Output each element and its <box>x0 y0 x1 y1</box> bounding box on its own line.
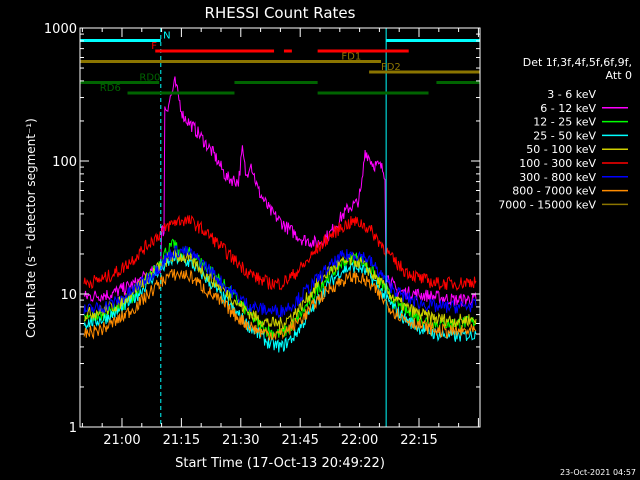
y-axis: 1 10 100 1000 <box>44 22 480 436</box>
timestamp: 23-Oct-2021 04:57 <box>560 468 636 477</box>
legend-entry-label: 3 - 6 keV <box>547 88 596 101</box>
legend-entry-label: 25 - 50 keV <box>533 129 596 142</box>
x-axis: 21:00 21:15 21:30 21:45 22:00 22:15 <box>81 28 479 448</box>
x-tick-label: 22:00 <box>341 433 378 448</box>
legend-header: Det 1f,3f,4f,5f,6f,9f, <box>523 56 632 69</box>
y-tick-label: 10 <box>60 288 77 303</box>
legend-entry-label: 800 - 7000 keV <box>512 185 596 198</box>
state-bar-label-rd6: RD6 <box>100 83 121 94</box>
state-bars-layer: NF FD1 FD2 RD0 RD6 <box>80 31 480 95</box>
state-bar-label-fd2: FD2 <box>381 62 401 73</box>
x-tick-label: 21:45 <box>281 433 318 448</box>
state-bar-label-rd0: RD0 <box>139 73 160 84</box>
legend-entry-label: 50 - 100 keV <box>526 143 596 156</box>
state-bar-label-fd1: FD1 <box>341 52 361 63</box>
x-axis-label: Start Time (17-Oct-13 20:49:22) <box>175 456 385 471</box>
state-bar-label-n: N <box>163 31 170 42</box>
legend-entry-label: 12 - 25 keV <box>533 116 596 129</box>
x-tick-label: 21:00 <box>103 433 140 448</box>
series-line-300-800-kevkev <box>83 245 477 319</box>
series-line-800-7000-kevkev <box>83 269 477 341</box>
series-line-100-300-kevkev <box>83 214 477 292</box>
legend-entry-label: 100 - 300 keV <box>519 157 596 170</box>
x-tick-label: 22:15 <box>400 433 437 448</box>
series-layer <box>83 70 477 376</box>
legend-header: Att 0 <box>606 69 632 82</box>
y-tick-label: 1 <box>69 421 77 436</box>
legend-entry-label: 7000 - 15000 keV <box>498 198 596 211</box>
x-tick-label: 21:15 <box>163 433 200 448</box>
y-tick-label: 1000 <box>44 22 77 37</box>
x-tick-label: 21:30 <box>222 433 259 448</box>
legend-entry-label: 6 - 12 keV <box>540 102 596 115</box>
state-bar-label-f: F <box>151 41 157 52</box>
legend-entry-label: 300 - 800 keV <box>519 171 596 184</box>
y-tick-label: 100 <box>52 155 77 170</box>
chart-title: RHESSI Count Rates <box>205 4 356 22</box>
series-line-3-6-kevkev <box>83 70 477 376</box>
y-axis-label: Count Rate (s⁻¹ detector segment⁻¹) <box>24 118 38 338</box>
